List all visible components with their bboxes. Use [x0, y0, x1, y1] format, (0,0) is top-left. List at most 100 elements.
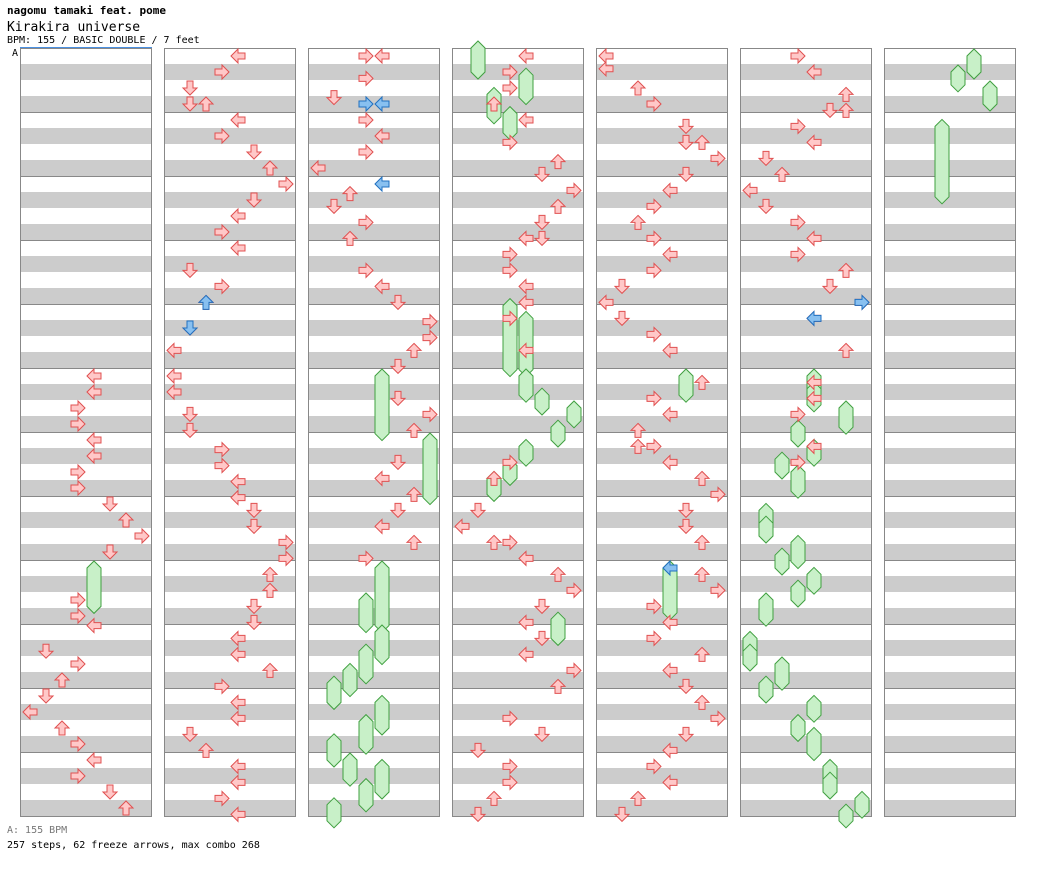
beat-stripe: [452, 544, 584, 560]
freeze-body: [982, 80, 998, 112]
beat-stripe: [20, 480, 152, 496]
step-arrow: [662, 662, 678, 679]
beat-stripe: [452, 448, 584, 464]
beat-stripe: [740, 64, 872, 80]
step-arrow: [662, 774, 678, 791]
freeze-arrow: [950, 64, 966, 93]
beat-stripe: [164, 608, 296, 624]
step-arrow: [629, 422, 647, 438]
beat-stripe: [20, 288, 152, 304]
step-arrow: [773, 166, 791, 182]
beat-stripe: [164, 192, 296, 208]
freeze-body: [374, 694, 390, 736]
beat-stripe: [596, 736, 728, 752]
step-arrow: [693, 646, 711, 662]
beat-stripe: [20, 352, 152, 368]
beat-stripe: [884, 640, 1016, 656]
freeze-body: [374, 624, 390, 666]
freeze-body: [806, 566, 822, 595]
beat-stripe: [20, 320, 152, 336]
beat-stripe: [452, 96, 584, 112]
freeze-body: [550, 611, 566, 647]
beat-stripe: [452, 480, 584, 496]
beat-stripe: [740, 256, 872, 272]
beat-stripe: [884, 704, 1016, 720]
chart-column-4: [452, 40, 584, 823]
step-arrow: [405, 486, 423, 502]
freeze-body: [774, 547, 790, 576]
step-arrow: [214, 127, 230, 145]
step-arrow: [533, 598, 551, 615]
step-arrow: [230, 111, 246, 129]
step-arrow: [101, 544, 119, 560]
beat-stripe: [884, 256, 1016, 272]
step-arrow: [518, 278, 534, 295]
beat-stripe: [20, 384, 152, 400]
freeze-body: [358, 643, 374, 685]
freeze-arrow: [806, 566, 822, 595]
step-arrow: [70, 767, 86, 785]
step-arrow: [806, 438, 822, 455]
beat-stripe: [740, 480, 872, 496]
step-arrow: [533, 166, 551, 183]
column-border: [740, 48, 872, 817]
beat-stripe: [452, 512, 584, 528]
freeze-body: [806, 694, 822, 723]
step-arrow: [230, 758, 246, 775]
step-arrow: [677, 118, 695, 135]
beat-stripe: [596, 576, 728, 592]
freeze-body: [806, 726, 822, 762]
step-arrow: [261, 566, 279, 582]
column-border: [20, 48, 152, 817]
beat-stripe: [164, 480, 296, 496]
freeze-body: [838, 803, 854, 829]
beat-stripe: [596, 608, 728, 624]
step-arrow: [245, 502, 263, 519]
beat-stripe: [740, 96, 872, 112]
step-arrow: [358, 47, 374, 65]
beat-stripe: [20, 800, 152, 816]
beat-stripe: [884, 192, 1016, 208]
beat-stripe: [452, 704, 584, 720]
freeze-body: [822, 771, 838, 800]
chart-column-7: [884, 48, 1016, 817]
beat-stripe: [596, 64, 728, 80]
step-arrow: [469, 742, 487, 759]
step-arrow: [533, 726, 551, 743]
step-arrow: [197, 96, 215, 112]
beat-stripe: [452, 384, 584, 400]
step-arrow: [86, 367, 102, 385]
freeze-body: [422, 432, 438, 506]
freeze-body: [326, 733, 342, 768]
beat-stripe: [164, 256, 296, 272]
step-arrow: [710, 582, 726, 599]
step-arrow: [230, 774, 246, 791]
beat-stripe: [884, 480, 1016, 496]
step-arrow: [646, 262, 662, 279]
step-arrow: [245, 518, 263, 535]
step-arrow: [70, 479, 86, 497]
beat-stripe: [20, 224, 152, 240]
step-arrow: [549, 566, 567, 582]
freeze-body: [518, 67, 534, 106]
freeze-body: [774, 451, 790, 480]
step-arrow: [214, 441, 230, 458]
step-arrow: [757, 198, 775, 215]
freeze-body: [342, 662, 358, 698]
beat-stripe: [308, 640, 440, 656]
freeze-arrow: [550, 611, 566, 647]
freeze-arrow: [358, 592, 374, 634]
beat-stripe: [596, 544, 728, 560]
step-arrow: [230, 806, 246, 823]
freeze-arrow: [86, 560, 102, 615]
beat-stripe: [20, 64, 152, 80]
step-arrow: [230, 489, 246, 506]
beat-stripe: [164, 96, 296, 112]
freeze-arrow: [966, 48, 982, 80]
step-arrow: [101, 496, 119, 512]
freeze-arrow: [678, 368, 694, 403]
freeze-body: [758, 592, 774, 627]
step-arrow: [677, 134, 695, 151]
step-arrow: [757, 150, 775, 167]
beat-stripe: [884, 384, 1016, 400]
